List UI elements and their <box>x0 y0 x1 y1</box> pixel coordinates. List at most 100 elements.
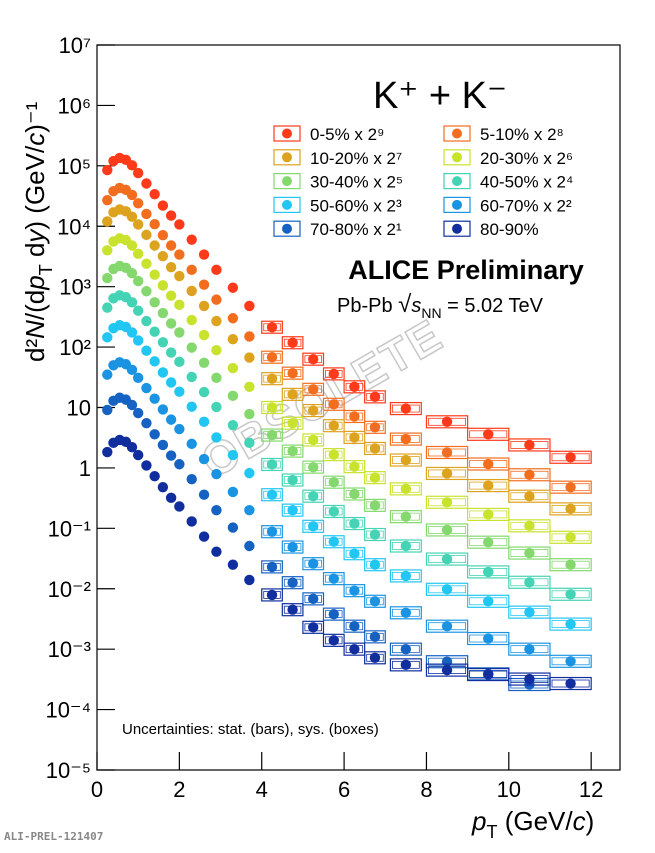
marker <box>287 474 298 486</box>
marker <box>369 652 381 663</box>
sys-box <box>322 367 345 381</box>
y-label-part: /(d <box>20 290 50 320</box>
y-tick-label: 10⁻³ <box>48 637 91 662</box>
marker <box>369 472 381 483</box>
sys-box <box>281 603 304 617</box>
sys-box <box>302 620 325 634</box>
marker <box>328 573 339 584</box>
marker <box>328 608 339 620</box>
x-tick-label: 0 <box>91 777 103 802</box>
marker <box>102 216 113 227</box>
marker <box>400 454 412 466</box>
marker <box>132 449 144 461</box>
sys-box <box>343 430 366 444</box>
system-part: s <box>411 295 421 317</box>
y-tick-label: 10⁻¹ <box>48 516 91 541</box>
marker <box>266 459 278 470</box>
marker <box>227 313 239 324</box>
sys-box <box>389 539 422 553</box>
sys-box <box>467 427 510 441</box>
marker <box>174 356 185 368</box>
marker <box>441 553 453 565</box>
series <box>102 152 592 464</box>
legend-box <box>443 196 471 213</box>
marker <box>157 481 169 493</box>
sys-box <box>281 473 304 487</box>
series <box>102 233 592 544</box>
marker <box>132 305 144 316</box>
sys-box <box>508 575 551 589</box>
marker <box>349 488 360 500</box>
marker <box>441 497 453 508</box>
marker <box>198 489 210 500</box>
marker <box>369 443 381 454</box>
marker <box>198 357 210 368</box>
legend-marker <box>282 199 292 210</box>
marker <box>349 461 360 472</box>
sys-box <box>467 631 510 646</box>
marker <box>308 405 319 416</box>
marker <box>149 219 160 230</box>
marker <box>266 429 278 441</box>
marker <box>308 491 319 502</box>
marker <box>483 596 494 607</box>
marker <box>441 416 453 427</box>
sys-box <box>364 390 386 404</box>
marker <box>211 294 222 305</box>
legend-box <box>443 125 471 142</box>
marker <box>132 372 144 384</box>
marker <box>126 268 138 279</box>
marker <box>287 337 298 348</box>
marker <box>198 531 210 542</box>
sys-box <box>549 676 592 691</box>
marker <box>132 248 144 259</box>
y-label-part: p <box>20 275 50 290</box>
sys-box <box>343 619 366 633</box>
marker <box>102 332 113 343</box>
sys-box <box>425 523 469 537</box>
sys-box <box>425 445 469 460</box>
sys-box <box>322 475 345 489</box>
marker <box>349 381 360 393</box>
y-tick-label: 10³ <box>59 275 91 300</box>
marker <box>186 342 197 353</box>
marker <box>565 559 576 570</box>
sys-box <box>467 565 510 579</box>
marker <box>400 540 412 552</box>
series <box>102 204 592 516</box>
marker <box>441 620 453 632</box>
marker <box>369 422 381 433</box>
marker <box>149 470 160 482</box>
sys-box <box>302 460 325 474</box>
marker <box>126 442 138 453</box>
chart-title: K⁺ + K⁻ <box>373 75 507 117</box>
marker <box>287 577 298 588</box>
marker <box>126 364 138 376</box>
legend-marker <box>452 199 462 210</box>
sys-box <box>364 420 386 434</box>
sys-box <box>261 525 283 539</box>
sys-box <box>261 560 283 574</box>
marker <box>483 429 494 440</box>
marker <box>165 492 177 504</box>
marker <box>308 593 319 605</box>
sys-box <box>508 546 551 560</box>
marker <box>400 643 412 655</box>
sys-box <box>302 433 325 447</box>
marker <box>565 618 576 630</box>
marker <box>211 432 222 443</box>
marker <box>441 524 453 536</box>
legend-box <box>273 125 301 142</box>
marker <box>102 369 113 380</box>
marker <box>126 160 138 171</box>
marker <box>287 604 298 615</box>
sys-box <box>322 419 345 433</box>
marker <box>328 506 339 517</box>
marker <box>132 219 144 230</box>
sys-box <box>364 498 386 512</box>
sys-box <box>281 387 304 401</box>
marker <box>266 373 278 384</box>
marker <box>244 504 255 516</box>
marker <box>524 643 535 655</box>
series <box>102 290 592 601</box>
